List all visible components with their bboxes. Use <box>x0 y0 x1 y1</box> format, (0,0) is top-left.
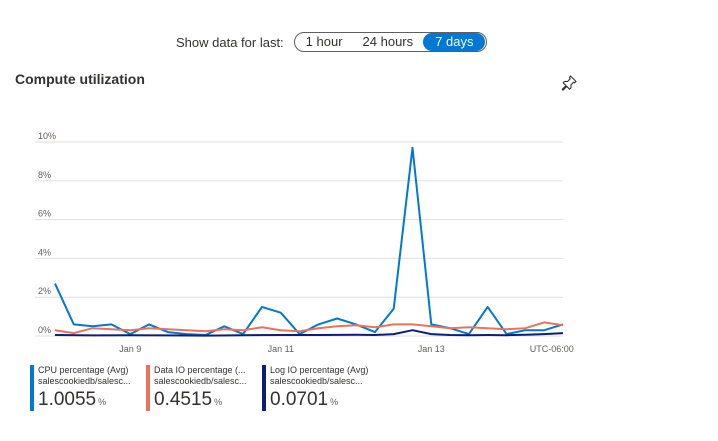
series-line-data-io <box>54 321 564 335</box>
y-tick-label: 6% <box>38 209 51 219</box>
card-title: Compute utilization <box>15 71 145 87</box>
legend-resource-name: salescookiedb/salesc... <box>154 376 247 386</box>
y-tick-label: 2% <box>38 286 51 296</box>
time-range-options: 1 hour 24 hours 7 days <box>293 32 488 52</box>
range-24-hours-button[interactable]: 24 hours <box>353 33 424 51</box>
legend-value: 0.4515% <box>154 389 223 410</box>
series-line-log-io <box>54 329 564 337</box>
legend-resource-name: salescookiedb/salesc... <box>38 376 131 386</box>
y-tick-label: 0% <box>38 325 51 335</box>
compute-utilization-chart: 0% 2% 4% 6% 8% 10% Jan 9 Jan 11 Jan 13 UTC-06:00 <box>35 131 574 354</box>
legend-item-cpu[interactable]: CPU percentage (Avg) salescookiedb/sales… <box>30 365 136 414</box>
time-range-selector: Show data for last: 1 hour 24 hours 7 da… <box>176 31 488 53</box>
y-tick-label: 4% <box>38 247 51 257</box>
legend-unit: % <box>98 397 107 407</box>
legend-series-name: Log IO percentage (Avg) <box>270 365 369 375</box>
y-tick-label: 8% <box>38 170 51 180</box>
legend-unit: % <box>330 397 339 407</box>
legend-series-name: Data IO percentage (... <box>154 365 246 375</box>
legend-item-log-io[interactable]: Log IO percentage (Avg) salescookiedb/sa… <box>262 365 368 414</box>
legend-color-log-io <box>262 365 266 411</box>
range-1-hour-button[interactable]: 1 hour <box>296 33 353 51</box>
y-tick-label: 10% <box>38 131 56 141</box>
x-tick-label: Jan 13 <box>418 344 445 354</box>
legend-item-data-io[interactable]: Data IO percentage (... salescookiedb/sa… <box>146 365 252 414</box>
legend-color-cpu <box>30 365 34 411</box>
time-range-label: Show data for last: <box>176 34 284 50</box>
pin-icon[interactable] <box>560 74 578 92</box>
x-tick-label: UTC-06:00 <box>530 344 574 354</box>
range-7-days-button[interactable]: 7 days <box>423 33 486 51</box>
legend-series-name: CPU percentage (Avg) <box>38 365 129 375</box>
legend-value: 1.0055% <box>38 389 107 410</box>
x-tick-label: Jan 11 <box>268 344 294 354</box>
legend-color-data-io <box>146 365 150 411</box>
chart-legend: CPU percentage (Avg) salescookiedb/sales… <box>30 365 378 414</box>
legend-resource-name: salescookiedb/salesc... <box>270 376 363 386</box>
legend-unit: % <box>214 397 223 407</box>
legend-value: 0.0701% <box>270 389 339 410</box>
x-tick-label: Jan 9 <box>119 344 141 354</box>
series-line-cpu <box>54 146 564 336</box>
